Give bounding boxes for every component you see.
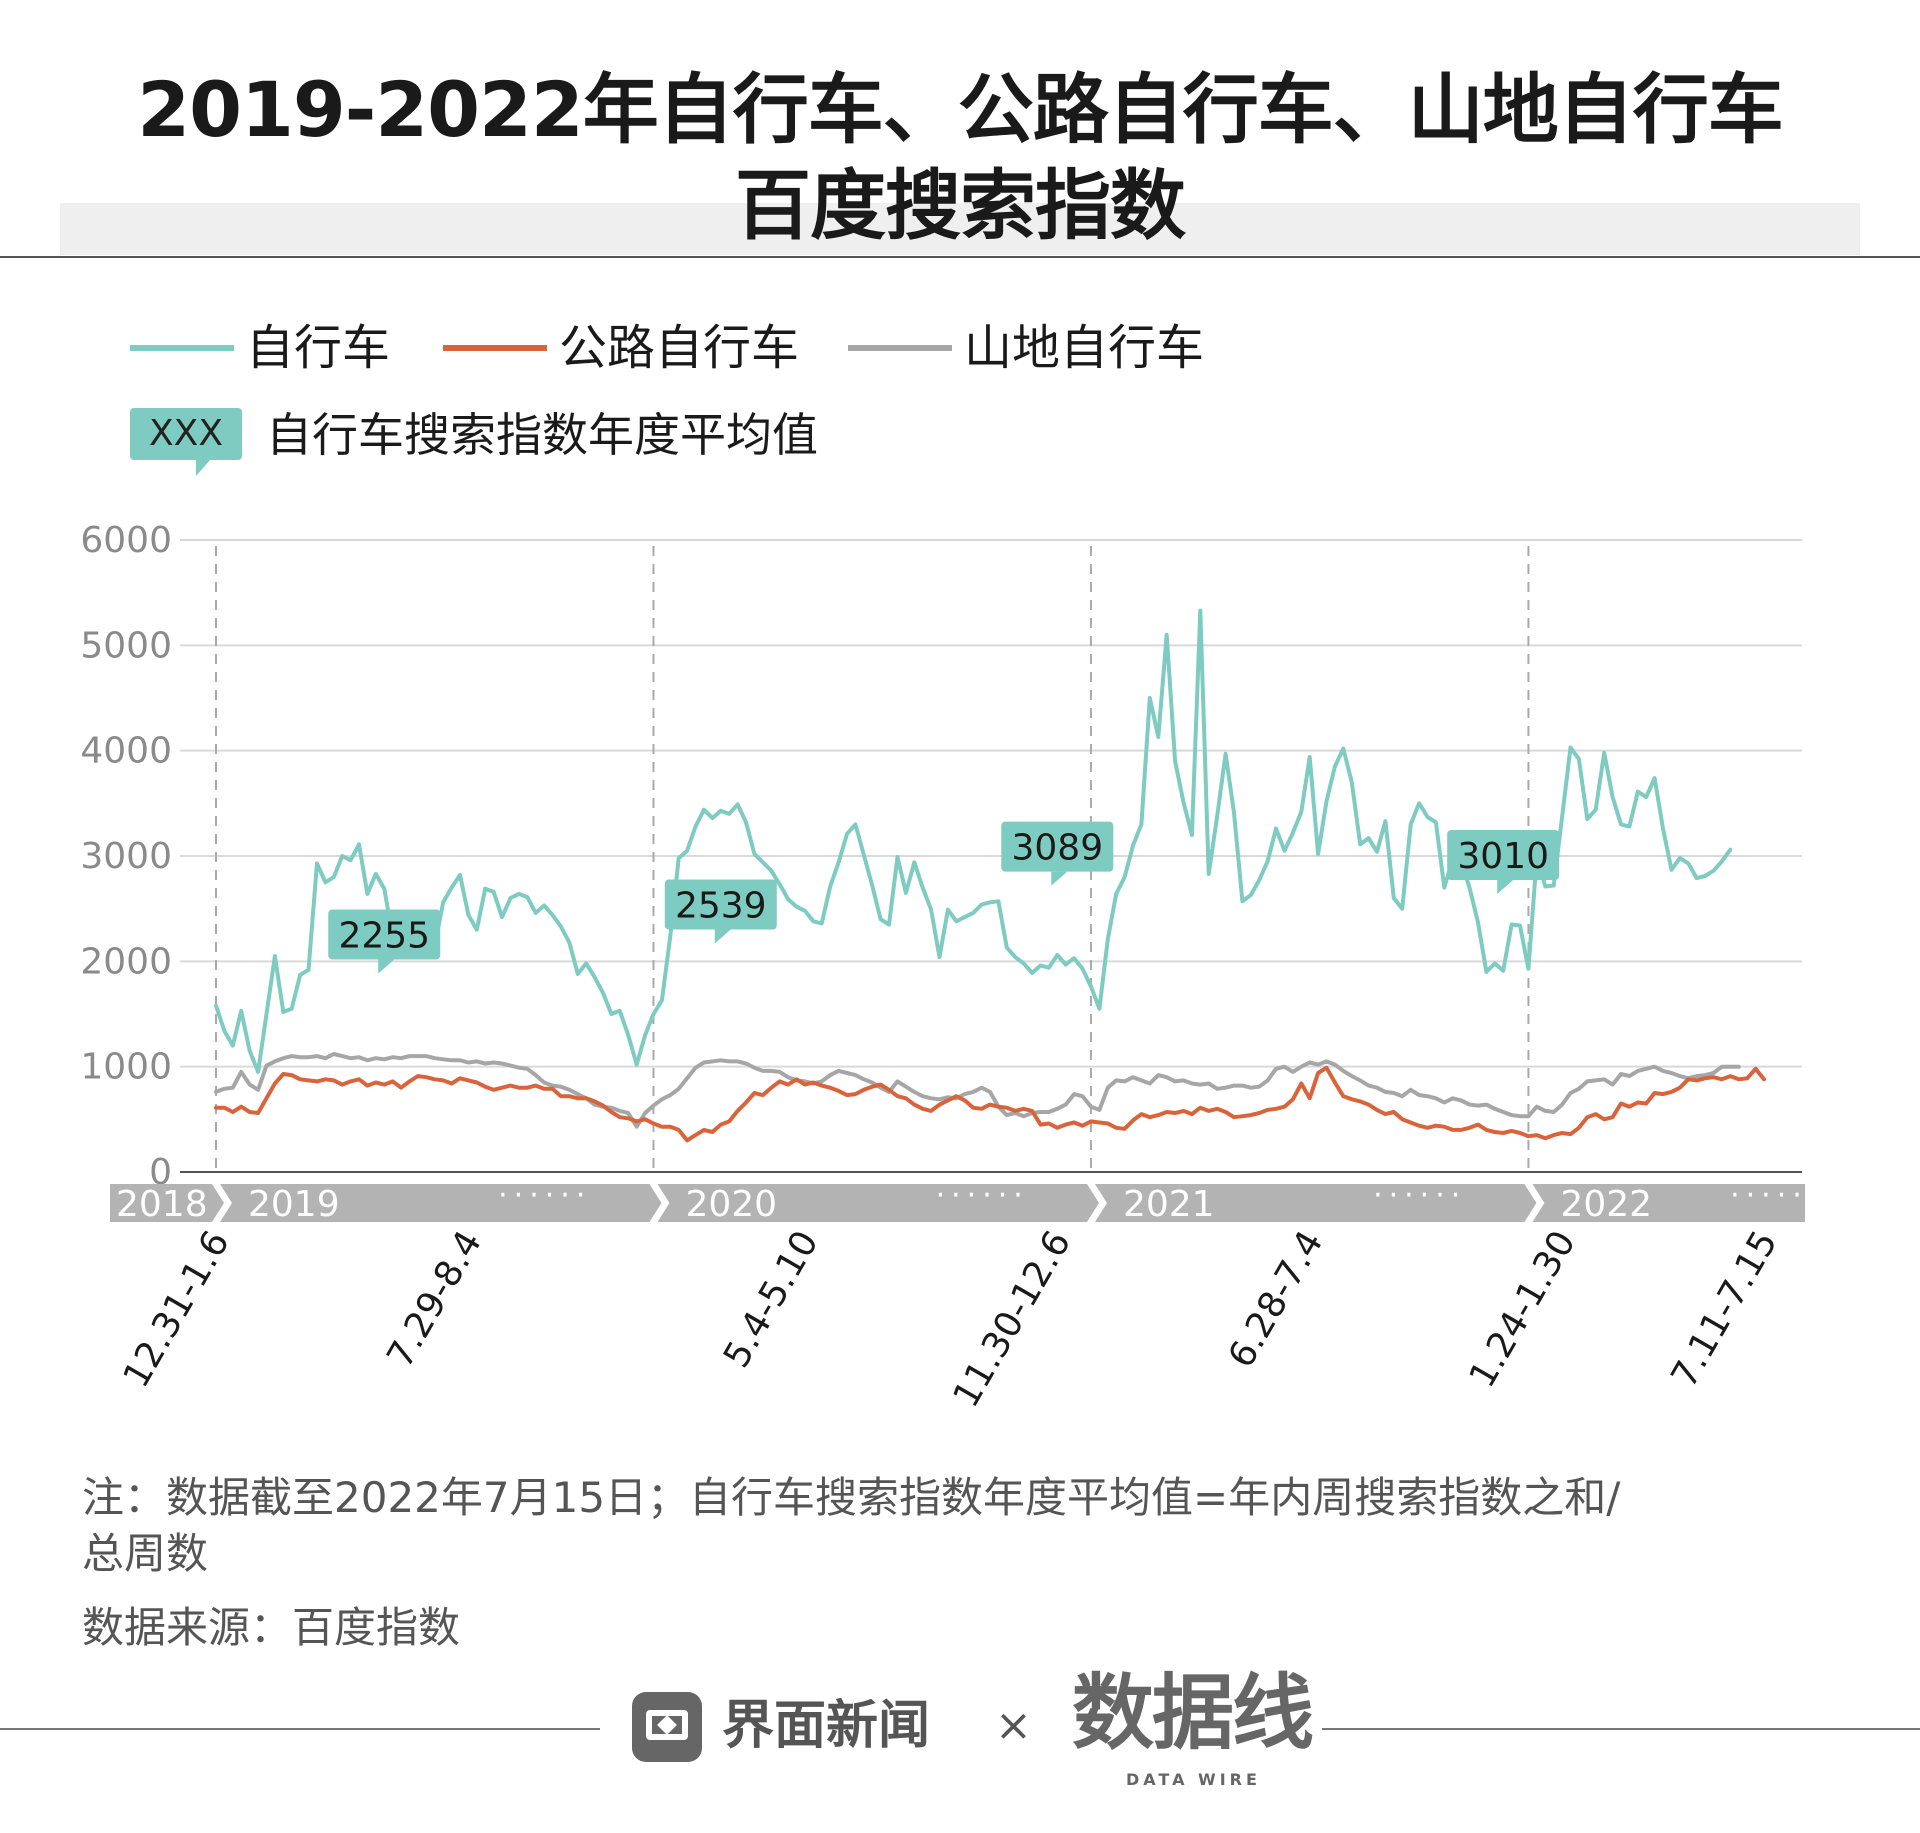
jiemian-logo-icon: [632, 1692, 702, 1762]
average-label-box: [1001, 821, 1114, 872]
jiemian-brand: 界面新闻: [722, 1696, 931, 1756]
year-band-segment: [1532, 1184, 1805, 1222]
average-label-box: [328, 909, 441, 960]
datawire-logo-subtitle: DATA WIRE: [1126, 1770, 1261, 1789]
footnote-line1: 注：数据截至2022年7月15日；自行车搜索指数年度平均值=年内周搜索指数之和/: [82, 1473, 1621, 1522]
x-tick-label: 6.28-7.4: [1221, 1224, 1332, 1375]
average-legend-box: XXX: [130, 408, 242, 476]
data-source: 数据来源：百度指数: [82, 1603, 461, 1652]
y-tick-label: 0: [149, 1152, 172, 1193]
series-line-road: [214, 1065, 1766, 1143]
y-tick-label: 6000: [80, 520, 172, 561]
year-band-label: 2019: [248, 1184, 340, 1225]
footnote-line2: 总周数: [82, 1529, 209, 1578]
average-label: 3089: [1011, 828, 1103, 869]
average-label-pointer: [1497, 879, 1514, 894]
chart-title-line1: 2019-2022年自行车、公路自行车、山地自行车: [137, 65, 1784, 154]
legend-item-mountain: 山地自行车: [848, 315, 1204, 378]
average-label-pointer: [1051, 871, 1068, 886]
y-tick-label: 3000: [80, 836, 172, 877]
legend-swatch-mountain: [848, 345, 952, 351]
year-band-segment: [657, 1184, 1099, 1222]
legend-item-road: 公路自行车: [443, 315, 799, 378]
brand-times-sign: ×: [995, 1700, 1032, 1751]
x-tick-label: 1.24-1.30: [1462, 1224, 1584, 1395]
y-tick-label: 1000: [80, 1047, 172, 1088]
x-tick-label: 7.29-8.4: [379, 1224, 490, 1375]
legend-label-bicycle: 自行车: [246, 320, 391, 376]
series-line-mountain: [214, 1052, 1741, 1129]
year-band-dots: ······: [1373, 1178, 1466, 1213]
y-tick-label: 2000: [80, 941, 172, 982]
x-tick-label: 5.4-5.10: [716, 1224, 827, 1375]
legend-label-road: 公路自行车: [559, 320, 800, 376]
footer-rule-right: [1322, 1728, 1920, 1730]
x-tick-label: 12.31-1.6: [116, 1224, 238, 1395]
y-tick-label: 4000: [80, 731, 172, 772]
year-band-label: 2018: [116, 1184, 208, 1225]
x-tick-label: 7.11-7.15: [1664, 1224, 1786, 1395]
year-band-segment: [1094, 1184, 1537, 1222]
title-divider: [0, 256, 1920, 258]
series-line-bicycle: [214, 608, 1733, 1074]
average-legend-label: 自行车搜索指数年度平均值: [266, 408, 818, 462]
year-band-label: 2021: [1123, 1184, 1215, 1225]
x-tick-label: 11.30-12.6: [945, 1224, 1079, 1414]
datawire-logo: 数据线: [1072, 1666, 1314, 1761]
average-label: 3010: [1457, 836, 1549, 877]
line-chart: 0 1000 2000 3000 4000 5000 6000 2018 2019 ······ 2…: [80, 520, 1823, 1414]
year-band-label: 2020: [685, 1184, 777, 1225]
year-band-label: 2022: [1560, 1184, 1652, 1225]
legend-swatch-road: [443, 345, 547, 351]
legend-item-bicycle: 自行车: [130, 315, 390, 378]
year-band-dots: ······: [936, 1178, 1029, 1213]
year-band-dots: ······: [498, 1178, 591, 1213]
title-band: [60, 203, 1860, 255]
average-label-pointer: [714, 929, 731, 944]
average-label: 2539: [675, 886, 767, 927]
footer-rule-left: [0, 1728, 600, 1730]
year-band-segment: [220, 1184, 662, 1222]
average-label-box: [1447, 829, 1560, 880]
y-tick-label: 5000: [80, 625, 172, 666]
average-label-pointer: [378, 959, 395, 974]
chart-title-line2: 百度搜索指数: [735, 161, 1186, 250]
average-label: 2255: [338, 915, 430, 956]
year-band-dots: ······: [1730, 1178, 1823, 1213]
year-band-segment: [110, 1184, 224, 1222]
chart-title: 2019-2022年自行车、公路自行车、山地自行车 百度搜索指数: [0, 62, 1920, 254]
legend-label-mountain: 山地自行车: [964, 320, 1205, 376]
legend-swatch-bicycle: [130, 345, 234, 351]
footnote: 注：数据截至2022年7月15日；自行车搜索指数年度平均值=年内周搜索指数之和/…: [82, 1470, 1862, 1582]
average-label-box: [664, 879, 777, 930]
